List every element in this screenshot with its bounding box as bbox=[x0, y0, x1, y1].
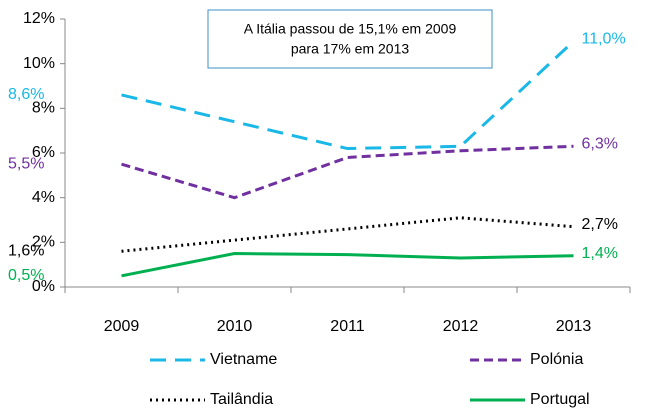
x-tick-label: 2010 bbox=[217, 318, 253, 335]
y-tick-label: 2% bbox=[32, 234, 55, 251]
series-line bbox=[121, 40, 575, 151]
x-tick-label: 2013 bbox=[556, 318, 592, 335]
annotation: para 17% em 2013 bbox=[291, 41, 410, 57]
value-label: 1,6% bbox=[8, 242, 44, 259]
annotation-box bbox=[207, 9, 493, 69]
y-tick-label: 8% bbox=[32, 100, 55, 117]
x-tick-label: 2009 bbox=[104, 318, 140, 335]
legend-label: Tailândia bbox=[210, 391, 273, 408]
series-line bbox=[121, 216, 574, 253]
value-label: 0,5% bbox=[8, 267, 44, 284]
value-label: 1,4% bbox=[582, 245, 618, 262]
legend-label: Vietname bbox=[210, 351, 277, 368]
legend-label: Polónia bbox=[530, 351, 583, 368]
value-label: 5,5% bbox=[8, 155, 44, 172]
series-line bbox=[121, 144, 574, 200]
value-label: 2,7% bbox=[582, 216, 618, 233]
x-tick-label: 2011 bbox=[330, 318, 365, 335]
series-line bbox=[121, 251, 574, 278]
y-tick-label: 12% bbox=[23, 10, 55, 27]
y-tick-label: 10% bbox=[23, 55, 55, 72]
value-label: 8,6% bbox=[8, 86, 44, 103]
y-tick-label: 6% bbox=[32, 144, 55, 161]
value-label: 11,0% bbox=[582, 31, 626, 48]
y-tick-label: 0% bbox=[32, 278, 55, 295]
legend-label: Portugal bbox=[530, 391, 590, 408]
value-label: 6,3% bbox=[582, 136, 618, 153]
x-tick-label: 2012 bbox=[443, 318, 479, 335]
annotation: A Itália passou de 15,1% em 2009 bbox=[244, 21, 457, 37]
y-tick-label: 4% bbox=[32, 189, 55, 206]
